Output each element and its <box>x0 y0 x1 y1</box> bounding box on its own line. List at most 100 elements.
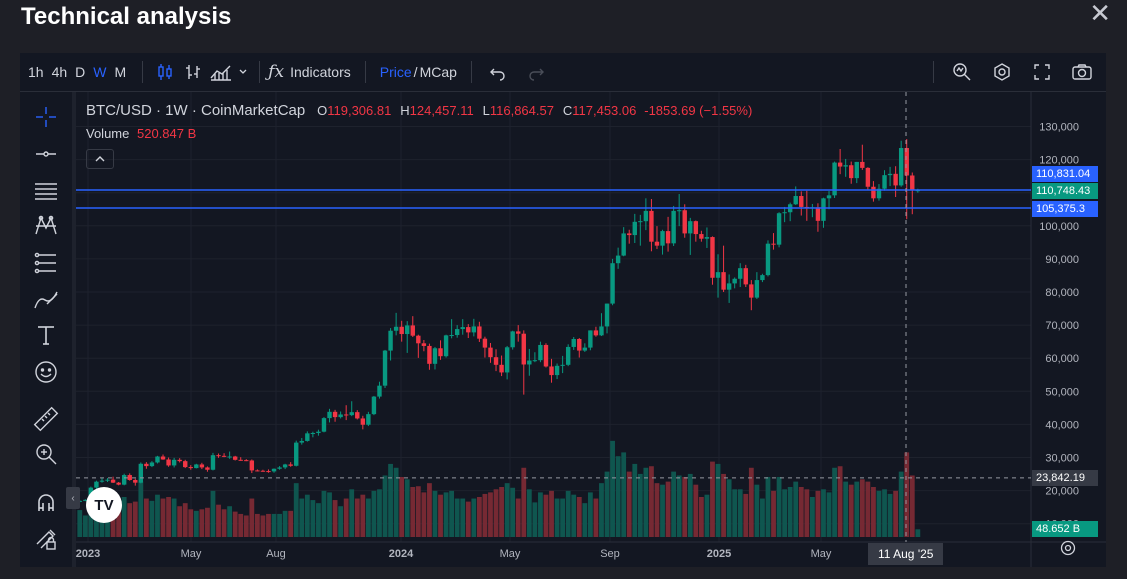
volume-bar <box>654 483 660 537</box>
crosshair-icon[interactable] <box>32 103 60 131</box>
price-mcap-toggle[interactable]: Price / MCap <box>380 64 457 80</box>
interval-1h[interactable]: 1h <box>28 64 44 80</box>
camera-icon[interactable] <box>1068 58 1096 86</box>
chart-settings-icon[interactable] <box>1060 540 1078 558</box>
scroll-left-button[interactable]: ‹ <box>66 487 80 509</box>
price-axis-label: 100,000 <box>1039 221 1079 233</box>
volume-bar <box>649 466 654 537</box>
candle-body <box>615 255 621 264</box>
candle-body <box>904 148 909 176</box>
zoom-in-icon[interactable] <box>32 440 60 468</box>
function-icon: ƒx <box>268 62 285 82</box>
volume-bar <box>216 504 221 537</box>
toolbar-divider <box>364 61 366 83</box>
pattern-icon[interactable] <box>32 212 60 240</box>
interval-4h[interactable]: 4h <box>51 64 68 80</box>
volume-bar <box>576 497 582 537</box>
magnet-icon[interactable] <box>32 489 60 517</box>
lock-drawings-icon[interactable] <box>32 525 60 553</box>
volume-bar <box>710 461 715 537</box>
collapse-legend-button[interactable] <box>86 149 114 169</box>
fib-retracement-icon[interactable] <box>32 177 60 205</box>
candle-body <box>110 479 116 483</box>
volume-bar <box>149 500 155 537</box>
text-tool-icon[interactable] <box>32 321 60 349</box>
candle-body <box>305 433 310 441</box>
candle-body <box>854 161 859 179</box>
volume-bar <box>521 467 527 537</box>
volume-bar <box>837 466 843 537</box>
area-chart-type-icon[interactable] <box>207 58 235 86</box>
horizontal-line-icon[interactable] <box>32 140 60 168</box>
candle-body <box>282 464 288 468</box>
redo-icon[interactable] <box>522 58 550 86</box>
candle-body <box>432 348 438 364</box>
candle-body <box>782 212 787 214</box>
interval-d[interactable]: D <box>75 64 86 80</box>
volume-bar <box>427 483 432 537</box>
chevron-down-icon[interactable] <box>235 58 251 86</box>
price-toggle[interactable]: Price <box>379 64 412 80</box>
volume-bar <box>465 501 471 537</box>
ruler-icon[interactable] <box>32 405 60 433</box>
volume-bar <box>565 490 571 537</box>
price-axis-label: 90,000 <box>1045 254 1079 266</box>
bars-chart-type-icon[interactable] <box>179 58 207 86</box>
volume-bar <box>804 489 810 537</box>
volume-bar <box>715 463 721 537</box>
price-chart[interactable]: 130,000120,000110,000100,00090,00080,000… <box>76 92 1106 567</box>
volume-bar <box>754 484 760 537</box>
candle-body <box>610 263 615 304</box>
close-icon[interactable]: ✕ <box>1089 0 1111 28</box>
chart-area[interactable]: 130,000120,000110,000100,00090,00080,000… <box>76 92 1106 567</box>
indicators-button[interactable]: ƒx Indicators <box>268 62 351 82</box>
candle-body <box>188 467 193 469</box>
candle-body <box>627 233 632 236</box>
quick-search-icon[interactable] <box>948 58 976 86</box>
fullscreen-icon[interactable] <box>1028 58 1056 86</box>
candle-body <box>599 326 604 336</box>
candle-body <box>871 186 876 199</box>
candle-body <box>643 210 649 222</box>
candle-body <box>443 335 449 357</box>
settings-icon[interactable] <box>988 58 1016 86</box>
candle-body <box>405 325 410 335</box>
candle-body <box>726 283 732 290</box>
candle-body <box>582 347 588 351</box>
time-axis-label: Sep <box>600 548 620 560</box>
projection-icon[interactable] <box>32 249 60 277</box>
low-label: L <box>482 103 490 118</box>
candles-chart-type-icon[interactable] <box>151 58 179 86</box>
interval-m[interactable]: M <box>114 64 127 80</box>
toolbar-divider <box>470 61 472 83</box>
candle-body <box>560 364 565 366</box>
volume-bar <box>904 452 910 537</box>
volume-bar <box>476 497 482 537</box>
candle-body <box>837 162 843 167</box>
candle-body <box>593 330 599 336</box>
volume-bar <box>399 477 405 537</box>
volume-bar <box>743 493 749 537</box>
tradingview-logo[interactable]: TV <box>86 487 122 523</box>
symbol-info[interactable]: BTC/USD · 1W · CoinMarketCap <box>86 102 306 119</box>
undo-icon[interactable] <box>484 58 512 86</box>
emoji-icon[interactable] <box>32 358 60 386</box>
candle-body <box>743 268 748 285</box>
candle-body <box>338 414 343 418</box>
open-value: 119,306.81 <box>327 103 392 118</box>
mcap-toggle[interactable]: MCap <box>419 64 457 80</box>
brush-icon[interactable] <box>32 285 60 313</box>
volume-bar <box>809 497 815 537</box>
price-axis-label: 80,000 <box>1045 287 1079 299</box>
volume-bar <box>815 490 821 537</box>
volume-bar <box>538 492 543 537</box>
candle-body <box>438 348 443 357</box>
interval-w[interactable]: W <box>93 64 107 80</box>
candle-body <box>288 464 293 466</box>
volume-bar <box>693 484 699 537</box>
volume-bar <box>499 487 504 537</box>
volume-tag: 48.652 B <box>1032 521 1098 537</box>
candle-body <box>227 456 232 458</box>
volume-bar <box>316 503 321 537</box>
volume-bar <box>665 481 671 537</box>
